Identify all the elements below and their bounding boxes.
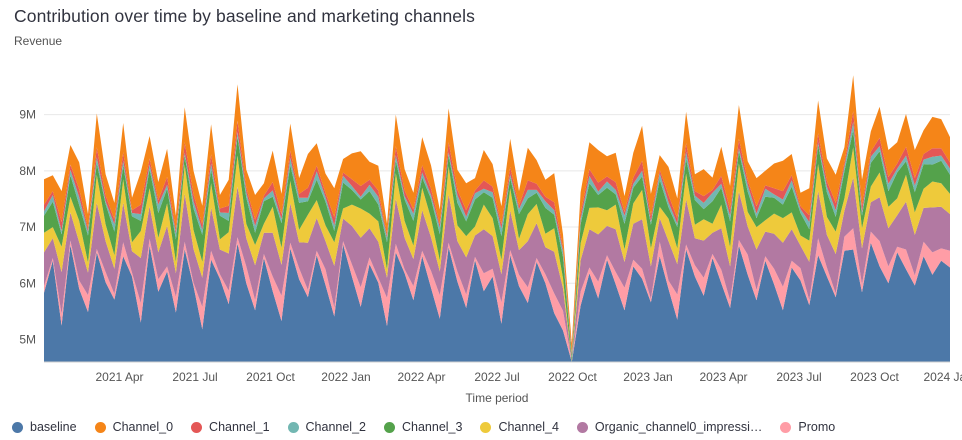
legend-item-channel-0[interactable]: Channel_0	[94, 420, 174, 434]
legend-item-channel-2[interactable]: Channel_2	[287, 420, 366, 434]
legend-item-channel-1[interactable]: Channel_1	[191, 420, 270, 434]
legend-label: Channel_3	[401, 420, 463, 434]
x-tick-label: 2023 Apr	[699, 370, 747, 384]
legend-swatch-icon	[12, 421, 23, 433]
legend-label: Promo	[798, 420, 836, 434]
legend-label: Channel_1	[209, 420, 270, 434]
x-tick-label: 2022 Apr	[397, 370, 445, 384]
legend-item-baseline[interactable]: baseline	[12, 420, 77, 434]
area-series-channel-4[interactable]	[44, 147, 950, 362]
y-axis-title: Revenue	[14, 34, 63, 48]
legend-item-channel-3[interactable]: Channel_3	[383, 420, 463, 434]
area-series-baseline[interactable]	[44, 242, 950, 362]
legend-swatch-icon	[191, 421, 203, 433]
legend-label: baseline	[30, 420, 77, 434]
legend-label: Organic_channel0_impressi…	[594, 420, 763, 434]
legend-swatch-icon	[576, 421, 588, 433]
y-tick-label: 9M	[19, 108, 36, 122]
area-series-promo[interactable]	[44, 228, 950, 362]
x-tick-label: 2023 Jan	[623, 370, 672, 384]
y-tick-label: 5M	[19, 333, 36, 347]
x-tick-label: 2023 Oct	[850, 370, 899, 384]
legend-label: Channel_2	[305, 420, 366, 434]
chart-title: Contribution over time by baseline and m…	[14, 6, 475, 26]
legend-label: Channel_4	[498, 420, 559, 434]
x-tick-label: 2022 Oct	[548, 370, 597, 384]
legend-swatch-icon	[780, 421, 792, 433]
legend-swatch-icon	[287, 421, 299, 433]
x-tick-label: 2021 Apr	[95, 370, 143, 384]
legend-item-promo[interactable]: Promo	[780, 420, 835, 434]
x-tick-label: 2022 Jan	[321, 370, 370, 384]
legend-swatch-icon	[94, 421, 106, 433]
x-axis-title: Time period	[466, 391, 529, 405]
x-tick-label: 2023 Jul	[776, 370, 821, 384]
legend-label: Channel_0	[112, 420, 174, 434]
area-series-organic-channel0-impressi-[interactable]	[44, 177, 950, 362]
x-tick-label: 2024 Jan	[924, 370, 962, 384]
chart-legend: baseline Channel_0 Channel_1 Channel_2 Chann…	[12, 420, 835, 434]
y-tick-label: 8M	[19, 164, 36, 178]
x-tick-label: 2022 Jul	[474, 370, 519, 384]
x-tick-label: 2021 Oct	[246, 370, 295, 384]
x-tick-label: 2021 Jul	[172, 370, 217, 384]
y-tick-label: 6M	[19, 276, 36, 290]
legend-item-channel-4[interactable]: Channel_4	[480, 420, 559, 434]
legend-swatch-icon	[383, 421, 395, 433]
legend-swatch-icon	[480, 421, 492, 433]
y-tick-label: 7M	[19, 220, 36, 234]
legend-item-organic-channel0-impressi-[interactable]: Organic_channel0_impressi…	[576, 420, 763, 434]
